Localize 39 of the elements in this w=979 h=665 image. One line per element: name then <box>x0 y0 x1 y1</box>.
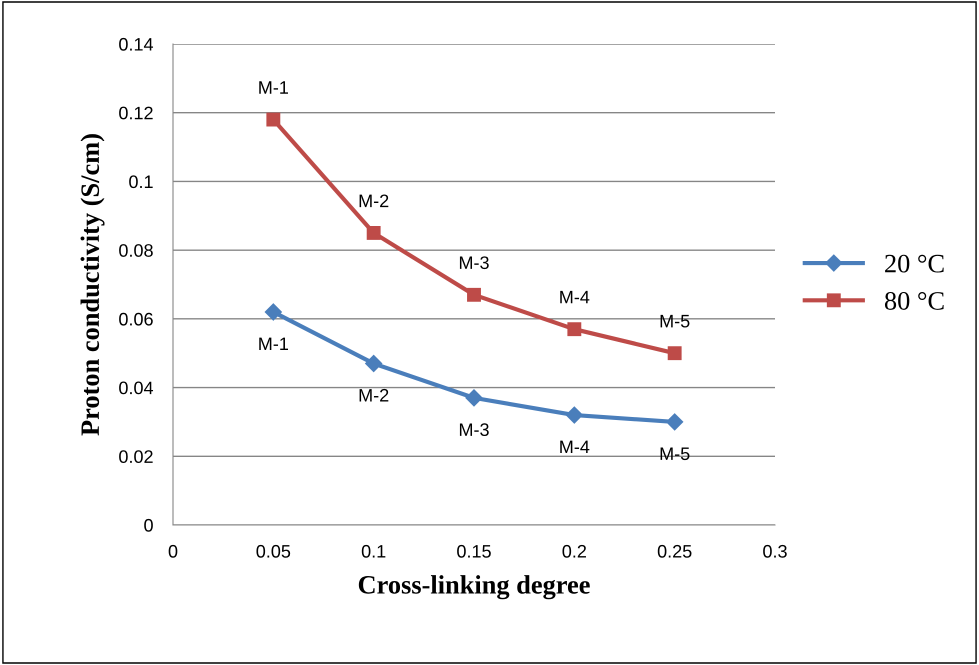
x-axis-title: Cross-linking degree <box>358 575 590 600</box>
point <box>366 226 381 240</box>
x-tick-label: 0.1 <box>362 544 386 558</box>
y-tick-label: 0.14 <box>119 38 154 51</box>
annotation: M-1 <box>259 338 288 350</box>
point <box>365 354 382 372</box>
point <box>668 346 682 360</box>
y-tick-label: 0.1 <box>129 175 153 188</box>
point <box>465 389 483 406</box>
point <box>264 303 282 321</box>
y-tick-label: 0.12 <box>119 106 153 120</box>
annotation: M-3 <box>460 423 489 436</box>
x-tick-label: 0.3 <box>763 544 787 558</box>
x-tick-label: 0.2 <box>562 544 586 558</box>
point <box>467 288 481 302</box>
annotation: M-5 <box>660 314 690 328</box>
x-tick-label: 0.15 <box>457 544 491 558</box>
annotation: M-3 <box>460 256 489 270</box>
annotation: M-2 <box>360 388 388 402</box>
legend-label: 20 °C <box>885 254 944 273</box>
x-tick-label: 0 <box>168 544 178 558</box>
annotation: M-4 <box>560 440 590 454</box>
x-tick-label: 0.05 <box>256 544 290 558</box>
y-axis-title: Proton conductivity (S/cm) <box>80 134 105 436</box>
y-tick-label: 0 <box>144 518 153 532</box>
point <box>567 322 582 336</box>
y-tick-label: 0.06 <box>119 312 153 326</box>
y-tick-label: 0.02 <box>119 450 153 464</box>
legend-label: 80 °C <box>884 292 944 310</box>
y-tick-label: 0.04 <box>119 382 154 394</box>
point <box>566 406 583 424</box>
annotation: M-5 <box>660 448 690 460</box>
annotation: M-1 <box>259 81 288 94</box>
y-tick-label: 0.08 <box>119 244 153 257</box>
point <box>266 112 280 127</box>
annotation: M-2 <box>360 194 388 208</box>
annotation: M-4 <box>560 290 590 304</box>
x-tick-label: 0.25 <box>658 544 692 558</box>
point <box>666 413 684 430</box>
